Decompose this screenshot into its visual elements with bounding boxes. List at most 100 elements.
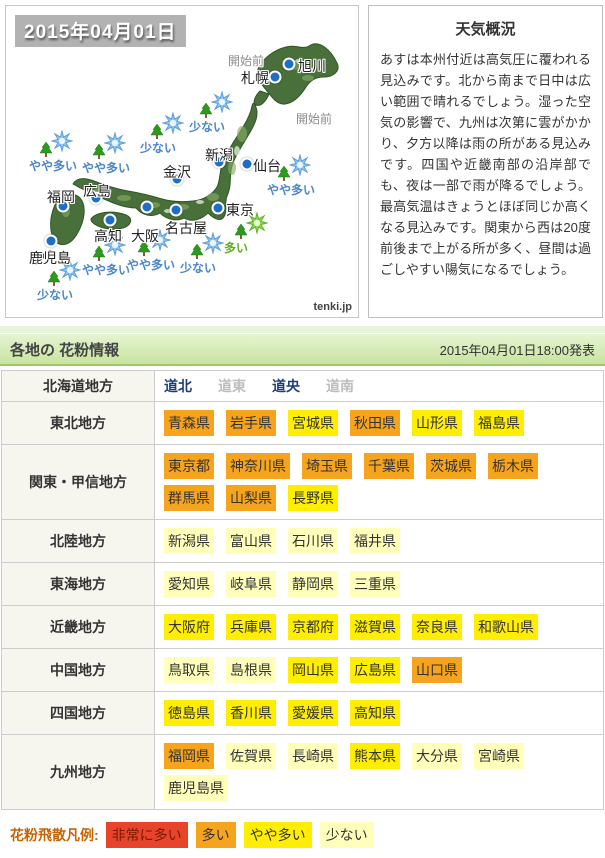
city-label: 大阪 bbox=[131, 228, 159, 244]
prefecture-link[interactable]: 大阪府 bbox=[164, 614, 214, 640]
region-prefectures: 徳島県 香川県 愛媛県 高知県 bbox=[154, 691, 604, 735]
prefecture-link[interactable]: 千葉県 bbox=[364, 453, 414, 479]
prefecture-link[interactable]: 愛知県 bbox=[164, 571, 214, 597]
city-marker bbox=[89, 191, 103, 205]
region-prefectures: 鳥取県 島根県 岡山県 広島県 山口県 bbox=[154, 648, 604, 692]
prefecture-link[interactable]: 神奈川県 bbox=[226, 453, 290, 479]
pollen-burst-icon bbox=[288, 153, 312, 181]
prefecture-link[interactable]: 石川県 bbox=[288, 528, 338, 554]
legend-badge: 少ない bbox=[319, 822, 374, 848]
tree-icon bbox=[39, 141, 53, 163]
prefecture-link[interactable]: 宮城県 bbox=[288, 410, 338, 436]
prefecture-link[interactable]: 福岡県 bbox=[164, 743, 214, 769]
prefecture-link[interactable]: 福島県 bbox=[474, 410, 524, 436]
prefecture-link[interactable]: 岐阜県 bbox=[226, 571, 276, 597]
pollen-level-label: やや多い bbox=[29, 159, 78, 173]
prefecture-link[interactable]: 富山県 bbox=[226, 528, 276, 554]
table-row: 東海地方 愛知県 岐阜県 静岡県 三重県 bbox=[1, 562, 604, 606]
prefecture-link[interactable]: 滋賀県 bbox=[350, 614, 400, 640]
table-row: 四国地方 徳島県 香川県 愛媛県 高知県 bbox=[1, 691, 604, 735]
region-prefectures: 東京都 神奈川県 埼玉県 千葉県 茨城県 栃木県群馬県 山梨県 長野県 bbox=[154, 444, 604, 520]
prefecture-link[interactable]: 奈良県 bbox=[412, 614, 462, 640]
pollen-burst-icon bbox=[58, 258, 82, 286]
prefecture-link[interactable]: 香川県 bbox=[226, 700, 276, 726]
prefecture-link[interactable]: 徳島県 bbox=[164, 700, 214, 726]
table-row-hokkaido: 北海道地方 道北 道東 道央 道南 bbox=[1, 370, 604, 402]
legend-badge: やや多い bbox=[243, 822, 312, 848]
prefecture-link[interactable]: 高知県 bbox=[350, 700, 400, 726]
table-row: 北陸地方 新潟県 富山県 石川県 福井県 bbox=[1, 519, 604, 563]
prefecture-link[interactable]: 福井県 bbox=[350, 528, 400, 554]
prefecture-link[interactable]: 秋田県 bbox=[350, 410, 400, 436]
prefecture-link[interactable]: 京都府 bbox=[288, 614, 338, 640]
prefecture-link[interactable]: 宮崎県 bbox=[474, 743, 524, 769]
prefecture-link[interactable]: 山形県 bbox=[412, 410, 462, 436]
region-prefectures: 愛知県 岐阜県 静岡県 三重県 bbox=[154, 562, 604, 606]
prefecture-link[interactable]: 岩手県 bbox=[226, 410, 276, 436]
prefecture-link[interactable]: 山口県 bbox=[412, 657, 462, 683]
pollen-table: 北海道地方 道北 道東 道央 道南 東北地方 青森県 岩手県 宮城県 秋田県 山形県 福島県 関東・甲信… bbox=[1, 370, 604, 810]
city-marker bbox=[169, 203, 183, 217]
pollen-level-label: やや多い bbox=[267, 183, 316, 197]
prefecture-link[interactable]: 群馬県 bbox=[164, 485, 214, 511]
table-row: 近畿地方 大阪府 兵庫県 京都府 滋賀県 奈良県 和歌山県 bbox=[1, 605, 604, 649]
weather-overview-title: 天気概況 bbox=[455, 21, 516, 38]
prefecture-link[interactable]: 広島県 bbox=[350, 657, 400, 683]
pollen-level-label: 少ない bbox=[140, 141, 177, 155]
city-label: 新潟 bbox=[205, 147, 233, 163]
prefecture-link[interactable]: 佐賀県 bbox=[226, 743, 276, 769]
district-link-道央[interactable]: 道央 bbox=[272, 378, 300, 394]
prefecture-link[interactable]: 青森県 bbox=[164, 410, 214, 436]
prefecture-link[interactable]: 兵庫県 bbox=[226, 614, 276, 640]
pollen-level-label: やや多い bbox=[82, 263, 131, 277]
pollen-level-label: 少ない bbox=[189, 120, 226, 134]
tree-icon bbox=[277, 165, 291, 187]
pollen-level-label: 少ない bbox=[37, 288, 74, 302]
city-marker bbox=[103, 213, 117, 227]
table-row: 中国地方 鳥取県 島根県 岡山県 広島県 山口県 bbox=[1, 648, 604, 692]
prefecture-link[interactable]: 熊本県 bbox=[350, 743, 400, 769]
region-name: 北海道地方 bbox=[1, 370, 155, 402]
pollen-burst-icon bbox=[210, 90, 234, 118]
prefecture-link[interactable]: 鳥取県 bbox=[164, 657, 214, 683]
city-label: 旭川 bbox=[298, 58, 326, 74]
region-name: 東北地方 bbox=[1, 401, 155, 445]
tree-icon bbox=[92, 143, 106, 165]
published-timestamp: 2015年04月01日18:00発表 bbox=[439, 342, 595, 358]
tree-icon bbox=[234, 223, 248, 245]
city-marker bbox=[240, 157, 254, 171]
prefecture-link[interactable]: 三重県 bbox=[350, 571, 400, 597]
pollen-burst-icon bbox=[103, 131, 127, 159]
city-label: 東京 bbox=[226, 202, 254, 218]
prefecture-link[interactable]: 岡山県 bbox=[288, 657, 338, 683]
city-marker bbox=[282, 57, 296, 71]
section-header-strip bbox=[0, 326, 605, 334]
prefecture-link[interactable]: 愛媛県 bbox=[288, 700, 338, 726]
prefecture-link[interactable]: 島根県 bbox=[226, 657, 276, 683]
prefecture-link[interactable]: 東京都 bbox=[164, 453, 214, 479]
prefecture-link[interactable]: 大分県 bbox=[412, 743, 462, 769]
prefecture-link[interactable]: 長崎県 bbox=[288, 743, 338, 769]
city-marker bbox=[268, 70, 282, 84]
district-link-道北[interactable]: 道北 bbox=[164, 378, 192, 394]
tree-icon bbox=[150, 123, 164, 145]
prefecture-link[interactable]: 山梨県 bbox=[226, 485, 276, 511]
city-marker bbox=[56, 199, 70, 213]
prefecture-link[interactable]: 和歌山県 bbox=[474, 614, 538, 640]
weather-overview-text: あすは本州付近は高気圧に覆われる見込みです。北から南まで日中は広い範囲で晴れるで… bbox=[380, 52, 591, 278]
prefecture-link[interactable]: 長野県 bbox=[288, 485, 338, 511]
prefecture-link[interactable]: 栃木県 bbox=[488, 453, 538, 479]
prefecture-link[interactable]: 新潟県 bbox=[164, 528, 214, 554]
prefecture-link[interactable]: 埼玉県 bbox=[302, 453, 352, 479]
japan-pollen-map: 2015年04月01日 bbox=[5, 5, 359, 318]
tree-icon bbox=[137, 240, 151, 262]
pollen-legend: 花粉飛散凡例: 非常に多い 多い やや多い 少ない bbox=[10, 822, 605, 848]
district-link-道東: 道東 bbox=[218, 378, 246, 394]
city-label: 札幌 bbox=[241, 70, 269, 86]
prefecture-link[interactable]: 茨城県 bbox=[426, 453, 476, 479]
legend-label: 花粉飛散凡例: bbox=[10, 827, 99, 843]
prefecture-link[interactable]: 鹿児島県 bbox=[164, 775, 228, 801]
prefecture-link[interactable]: 静岡県 bbox=[288, 571, 338, 597]
region-name: 近畿地方 bbox=[1, 605, 155, 649]
pollen-level-label: 多い bbox=[224, 241, 249, 255]
